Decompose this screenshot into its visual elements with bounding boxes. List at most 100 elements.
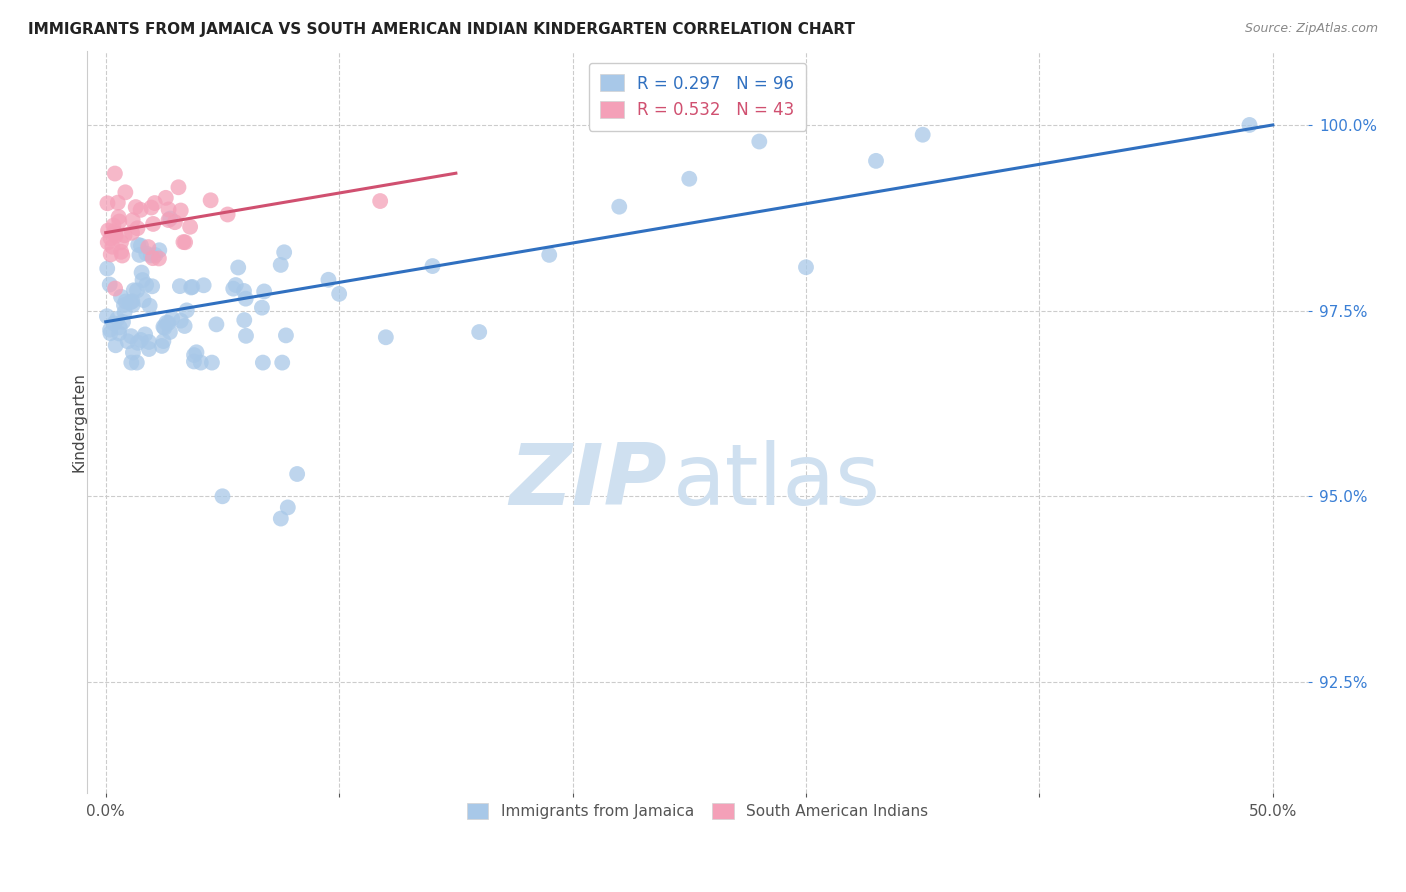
Point [190,356,212,370]
Point [129,333,152,347]
Point [193,278,215,293]
Point [285,467,308,481]
Point [374,330,396,344]
Point [129,202,152,217]
Point [114,186,136,200]
Point [125,284,148,298]
Point [98,277,121,292]
Point [111,315,134,329]
Point [211,489,233,503]
Point [120,356,142,370]
Point [328,286,350,301]
Text: Source: ZipAtlas.com: Source: ZipAtlas.com [1244,22,1378,36]
Point [111,248,134,262]
Point [108,320,131,334]
Point [253,285,276,299]
Point [368,194,391,208]
Point [98,323,121,337]
Point [174,235,197,250]
Legend: Immigrants from Jamaica, South American Indians: Immigrants from Jamaica, South American … [460,796,935,827]
Point [104,281,127,295]
Point [131,266,153,280]
Point [233,313,256,327]
Point [138,342,160,356]
Point [200,194,222,208]
Point [468,325,491,339]
Point [179,219,201,234]
Point [132,293,155,307]
Point [142,217,165,231]
Point [607,200,630,214]
Point [274,328,297,343]
Point [170,313,193,327]
Point [273,245,295,260]
Point [152,319,174,334]
Point [103,219,125,233]
Point [108,214,131,228]
Point [155,316,177,330]
Point [176,303,198,318]
Point [121,213,143,227]
Point [235,292,257,306]
Point [121,294,143,309]
Point [101,240,124,254]
Point [138,334,160,349]
Point [160,311,183,326]
Point [157,202,180,217]
Point [205,318,228,332]
Point [181,280,204,294]
Point [152,334,174,348]
Point [96,310,118,324]
Point [105,311,128,326]
Point [114,228,136,243]
Point [127,238,149,252]
Point [128,248,150,262]
Point [121,226,143,240]
Point [201,356,224,370]
Text: IMMIGRANTS FROM JAMAICA VS SOUTH AMERICAN INDIAN KINDERGARTEN CORRELATION CHART: IMMIGRANTS FROM JAMAICA VS SOUTH AMERICA… [28,22,855,37]
Point [222,282,245,296]
Point [103,224,125,238]
Point [678,171,700,186]
Point [173,318,195,333]
Point [104,167,127,181]
Y-axis label: Kindergarten: Kindergarten [72,372,86,472]
Point [110,290,132,304]
Point [114,294,136,309]
Point [277,500,299,515]
Point [122,345,145,359]
Point [114,305,136,319]
Point [135,277,157,292]
Point [141,279,163,293]
Point [172,235,194,249]
Point [121,298,143,312]
Point [131,273,153,287]
Point [169,279,191,293]
Point [250,301,273,315]
Point [148,252,170,266]
Point [183,354,205,368]
Text: ZIP: ZIP [509,440,666,523]
Point [183,348,205,362]
Point [318,273,340,287]
Point [112,298,135,312]
Point [135,246,157,260]
Point [159,211,181,226]
Point [159,325,181,339]
Point [180,280,202,294]
Point [142,251,165,265]
Point [97,223,120,237]
Point [157,213,180,227]
Point [120,329,142,343]
Point [117,334,139,349]
Point [120,295,142,310]
Point [107,210,129,224]
Point [865,153,887,168]
Point [217,207,239,221]
Point [108,326,131,341]
Point [136,240,159,254]
Point [104,338,127,352]
Point [270,511,292,525]
Point [129,238,152,252]
Text: atlas: atlas [673,440,882,523]
